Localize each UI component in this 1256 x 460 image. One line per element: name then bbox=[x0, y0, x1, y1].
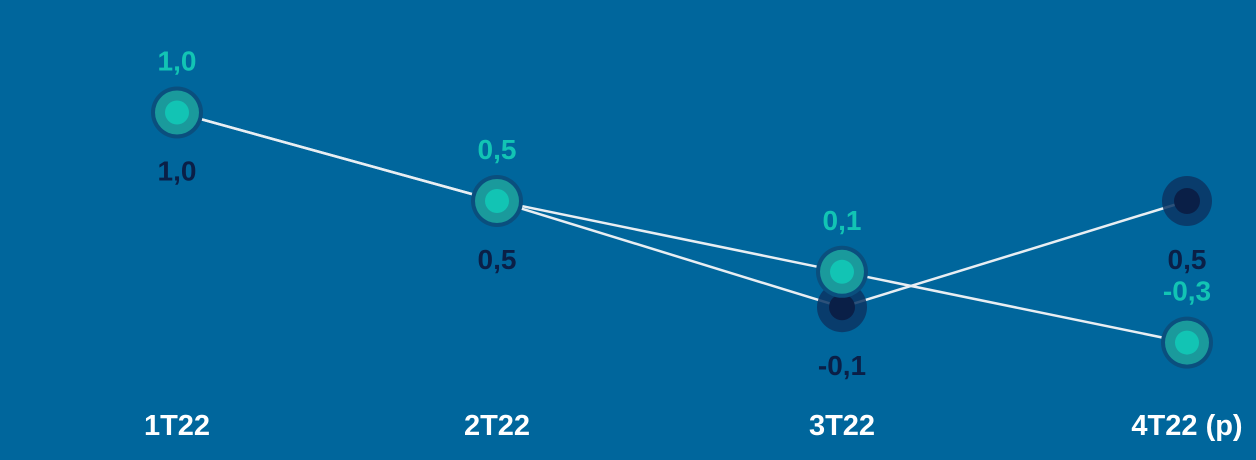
series-0-point-0 bbox=[151, 86, 203, 139]
series-1-point-2 bbox=[817, 282, 867, 333]
series-1-segment-1 bbox=[496, 199, 843, 309]
x-tick-label-2: 3T22 bbox=[809, 410, 875, 442]
x-tick-label-0: 1T22 bbox=[144, 410, 210, 442]
series-0-point-1 bbox=[471, 175, 523, 227]
series-1-label-1: 0,5 bbox=[478, 244, 517, 275]
x-axis-ticks: 1T22 2T22 3T22 4T22 (p) bbox=[144, 410, 1243, 442]
series-1-label-0: 1,0 bbox=[158, 156, 197, 187]
series-0-point-3 bbox=[1161, 316, 1213, 369]
series-0-label-3: -0,3 bbox=[1163, 276, 1211, 307]
series-0-point-2 bbox=[816, 245, 868, 298]
series-0-label-1: 0,5 bbox=[478, 134, 517, 165]
series-0-label-0: 1,0 bbox=[158, 46, 197, 77]
series-0-segment-2 bbox=[841, 270, 1188, 344]
series-1-label-3: 0,5 bbox=[1168, 244, 1207, 275]
series-1-segment-0 bbox=[176, 111, 498, 203]
series-1-point-3 bbox=[1162, 176, 1212, 226]
series-1-segment-2 bbox=[841, 199, 1188, 309]
data-labels: 1,0 0,5 0,1 -0,3 1,0 0,5 -0,1 0,5 bbox=[158, 46, 1212, 382]
x-tick-label-1: 2T22 bbox=[464, 410, 530, 442]
series-1-label-2: -0,1 bbox=[818, 350, 866, 381]
data-points bbox=[151, 86, 1213, 369]
series-lines bbox=[176, 111, 1188, 344]
series-0-segment-1 bbox=[496, 199, 843, 274]
series-0-label-2: 0,1 bbox=[823, 205, 862, 236]
x-tick-label-3: 4T22 (p) bbox=[1131, 410, 1242, 442]
